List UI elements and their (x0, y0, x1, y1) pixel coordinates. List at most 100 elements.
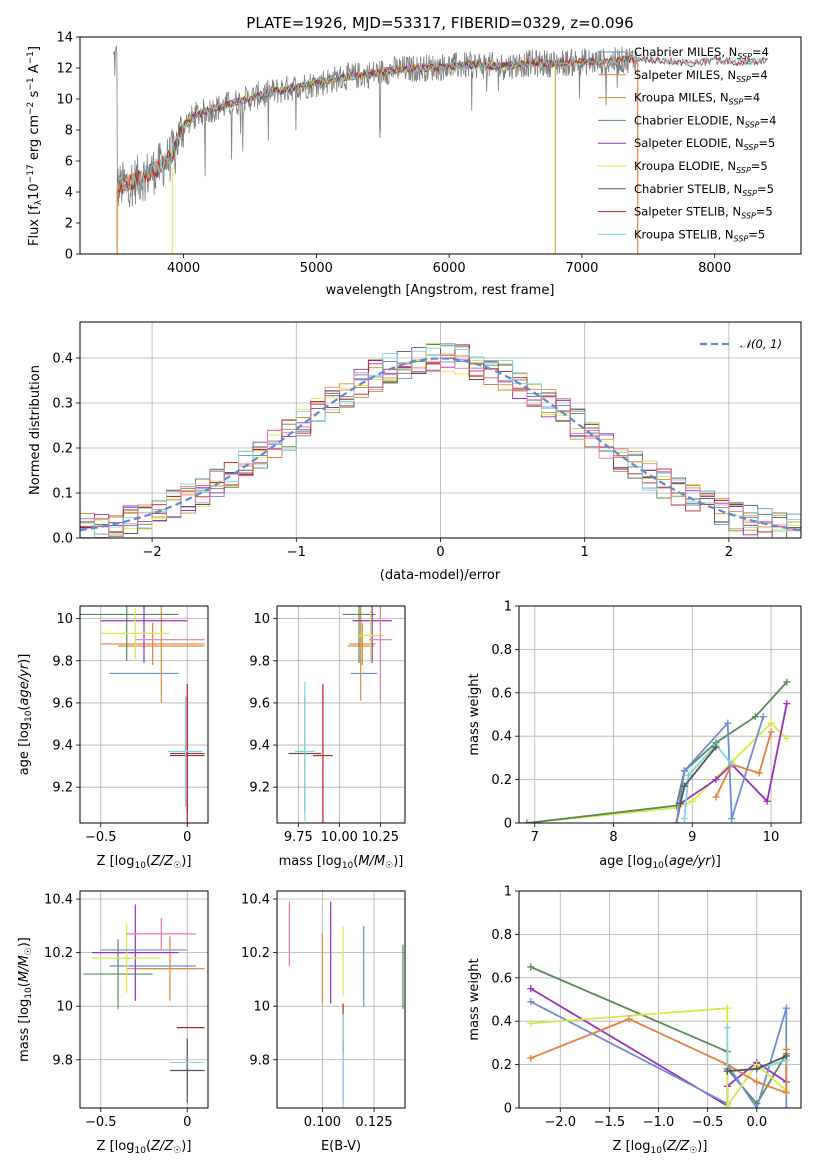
plot-area (112, 45, 769, 254)
chart-title: PLATE=1926, MJD=53317, FIBERID=0329, z=0… (246, 14, 633, 32)
label-part: 10 (24, 710, 34, 722)
y-axis-label: Flux [fλ10−17 erg cm−2 s−1 A−1] (26, 46, 44, 246)
label-part: ] (27, 46, 42, 51)
legend-label-part: SSP (734, 234, 749, 243)
x-tick-label: −0.5 (85, 830, 117, 845)
y-tick-label: 0.0 (52, 532, 73, 547)
gaussian-curve (80, 357, 801, 532)
y-tick-label: 0.6 (491, 971, 512, 986)
y-tick-label: 0.2 (491, 773, 512, 788)
y-tick-label: 0.3 (52, 397, 73, 412)
label-part: mass [log (279, 854, 342, 869)
x-tick-label: 0.0 (746, 1115, 767, 1130)
y-tick-label: 9.6 (52, 696, 73, 711)
legend-label-part: SSP (736, 166, 751, 175)
label-part: −1 (26, 77, 36, 90)
axes-mass-weight-vs-Z: −2.0 −1.5 −1.0 −0.5 0.0 0 0.2 0.4 0.6 0.8 1 (491, 885, 802, 1130)
legend-label: Kroupa STELIB, NSSP=5 (634, 227, 765, 243)
label-part: ☉ (689, 1146, 697, 1156)
mass-weight-marker (723, 1004, 731, 1012)
mass-weight-marker (527, 1019, 535, 1027)
y-tick-label: 1 (504, 600, 512, 615)
y-tick-label: 0.2 (52, 442, 73, 457)
legend-label-part: =5 (748, 227, 765, 241)
label-part: )] (181, 854, 191, 869)
x-tick-label: −2.0 (544, 1115, 576, 1130)
axes-spectrum: 4000 5000 6000 7000 8000 0 2 4 6 8 10 12 14 (56, 31, 802, 276)
label-part: −1 (26, 51, 36, 64)
label-part: ( (353, 854, 358, 869)
x-tick-label: 7000 (565, 261, 598, 276)
label-part: erg cm (27, 115, 42, 164)
y-tick-label: 9.8 (52, 654, 73, 669)
legend-label: Salpeter ELODIE, NSSP=5 (634, 136, 775, 152)
label-part: Z [log (613, 1139, 651, 1154)
axes-residual-histogram: −2 −1 0 1 2 0.0 0.1 0.2 0.3 0.4 (52, 321, 802, 560)
mass-weight-marker (625, 1015, 633, 1023)
axes-frame (79, 605, 209, 824)
mass-weight-marker (767, 719, 775, 727)
y-tick-label: 1 (504, 885, 512, 900)
y-tick-label: 10.2 (241, 946, 270, 961)
label-part: M/M (17, 955, 32, 982)
legend-label: Salpeter MILES, NSSP=4 (634, 68, 768, 84)
y-tick-label: 10 (253, 1000, 270, 1015)
label-part: Z/Z (666, 1139, 690, 1154)
y-tick-label: 0.4 (491, 730, 512, 745)
label-part: 10 (134, 1146, 146, 1156)
y-tick-label: 0.4 (491, 1015, 512, 1030)
legend-label-part: Salpeter ELODIE, N (634, 136, 744, 150)
label-part: s (27, 90, 42, 101)
y-tick-label: 0 (65, 248, 73, 263)
mass-weight-marker (712, 743, 720, 751)
legend-label-part: Salpeter STELIB, N (634, 205, 741, 219)
y-axis-label: mass weight (467, 958, 482, 1040)
y-tick-label: 9.8 (249, 1053, 270, 1068)
mass-weight-marker (782, 1052, 790, 1060)
mass-weight-marker (782, 1004, 790, 1012)
y-tick-label: 10.4 (44, 893, 73, 908)
y-axis-label: mass [log10(M/M☉)] (17, 937, 34, 1062)
x-tick-label: 0 (436, 545, 444, 560)
mass-weight-marker (680, 782, 688, 790)
axes-age-vs-Z: −0.5 0 9.2 9.4 9.6 9.8 10 (52, 605, 209, 845)
y-tick-label: 10 (56, 1000, 73, 1015)
label-part: Flux [f (27, 205, 42, 246)
mass-weight-marker (673, 819, 681, 823)
observed-spectrum (112, 45, 638, 208)
y-tick-label: 14 (56, 31, 73, 46)
label-part: −17 (26, 164, 36, 183)
x-tick-label: 7 (531, 830, 539, 845)
mass-weight-marker (753, 1078, 761, 1086)
legend-label-part: =5 (751, 159, 768, 173)
y-tick-label: 9.2 (52, 781, 73, 796)
legend-label-part: Kroupa MILES, N (634, 91, 729, 105)
x-axis-label: wavelength [Angstrom, rest frame] (326, 283, 555, 298)
x-tick-label: −1.0 (643, 1115, 675, 1130)
mass-weight-marker (680, 767, 688, 775)
legend-label-part: SSP (741, 212, 756, 221)
label-part: ☉ (24, 947, 34, 955)
label-part: ☉ (385, 861, 393, 871)
label-part: λ (34, 199, 44, 205)
legend-label-part: SSP (742, 189, 757, 198)
plot-area (288, 606, 392, 823)
x-tick-label: 1 (581, 545, 589, 560)
label-part: ☉ (173, 861, 181, 871)
x-tick-label: 0.100 (304, 1115, 341, 1130)
x-tick-label: 0 (183, 830, 191, 845)
label-part: Z [log (97, 854, 135, 869)
legend-label-part: Chabrier MILES, N (634, 45, 737, 59)
label-part: )] (17, 937, 32, 947)
x-tick-label: −0.5 (85, 1115, 117, 1130)
axes-mass-vs-Z: −0.5 0 9.8 10 10.2 10.4 (44, 890, 209, 1130)
mass-weight-marker (753, 1065, 761, 1073)
mass-weight-marker (753, 1104, 761, 1108)
x-axis-label: mass [log10(M/M☉)] (279, 854, 404, 871)
label-part: age [log (599, 854, 652, 869)
legend-label-part: =4 (760, 113, 777, 127)
y-tick-label: 10.2 (44, 946, 73, 961)
mass-weight-marker (728, 760, 736, 768)
label-part: Z/Z (150, 1139, 174, 1154)
mass-weight-marker (684, 771, 692, 779)
